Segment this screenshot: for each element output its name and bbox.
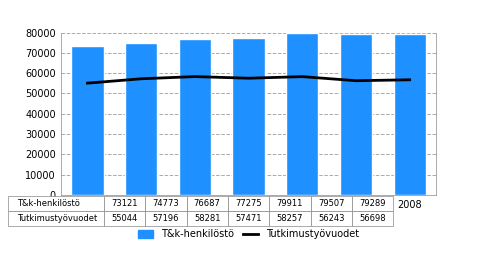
Bar	[232, 38, 264, 195]
Legend: T&k-henkilöstö, Tutkimustyövuodet: T&k-henkilöstö, Tutkimustyövuodet	[134, 225, 362, 243]
Bar	[393, 34, 425, 195]
Bar	[71, 46, 104, 195]
Bar	[286, 33, 318, 195]
Bar	[125, 43, 157, 195]
Bar	[339, 34, 371, 195]
Bar	[179, 39, 211, 195]
